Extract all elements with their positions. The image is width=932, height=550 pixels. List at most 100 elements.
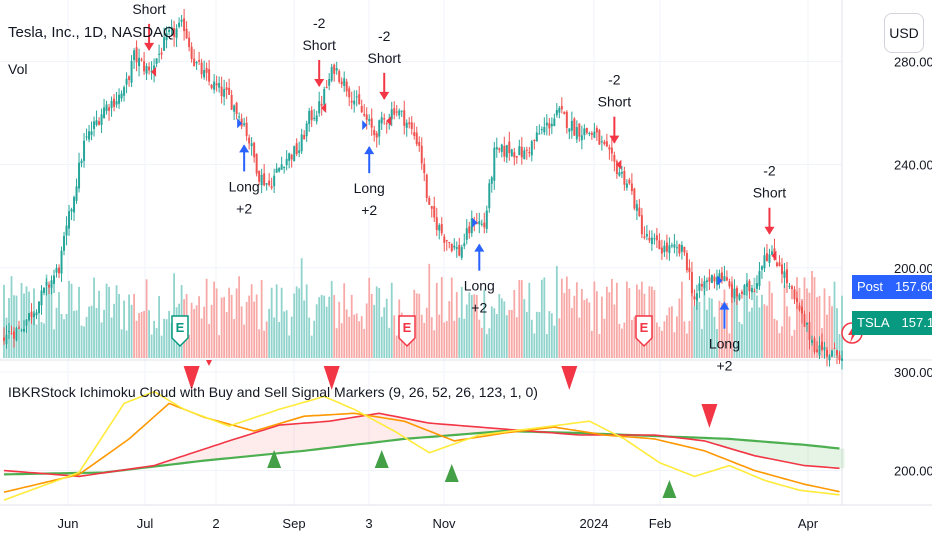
cloud-fill <box>834 447 840 469</box>
candle-body <box>540 129 543 131</box>
short-label: Short <box>598 94 632 110</box>
volume-bar <box>250 284 253 358</box>
volume-bar <box>313 320 316 358</box>
long-entry-marker <box>362 120 368 131</box>
last-value: 157.11 <box>894 311 932 335</box>
candle-body <box>168 29 171 32</box>
candle-body <box>533 140 536 142</box>
candle-body <box>770 251 773 255</box>
cloud-fill <box>199 449 205 462</box>
candle-body <box>530 141 533 156</box>
candle-body <box>253 142 256 158</box>
candle-body <box>123 87 126 96</box>
volume-bar <box>355 313 358 358</box>
candle-body <box>268 180 271 186</box>
volume-bar <box>670 306 673 358</box>
candle-body <box>413 132 416 137</box>
volume-bar <box>543 277 546 358</box>
volume-bar <box>658 326 661 358</box>
candle-body <box>350 100 353 103</box>
volume-bar <box>10 276 13 358</box>
volume-bar <box>746 280 748 358</box>
volume-bar <box>550 313 553 358</box>
candle-body <box>383 118 386 120</box>
candle-body <box>378 120 381 137</box>
candle-body <box>593 131 596 138</box>
volume-bar <box>390 282 393 358</box>
candle-body <box>645 233 648 237</box>
candle-body <box>70 209 73 212</box>
candle-body <box>535 132 538 142</box>
candle-body <box>440 224 443 234</box>
volume-bar <box>811 271 813 358</box>
candle-body <box>3 337 5 341</box>
candle-body <box>808 322 811 340</box>
volume-bar <box>303 300 306 358</box>
cloud-fill <box>254 431 260 456</box>
currency-button[interactable]: USD <box>884 13 924 53</box>
volume-bar <box>288 335 291 358</box>
sell-signal-marker <box>323 366 340 390</box>
volume-bar <box>681 281 683 358</box>
volume-bar <box>748 311 751 358</box>
candle-body <box>300 134 303 152</box>
cloud-fill <box>794 444 800 465</box>
candle-body <box>243 123 246 126</box>
candle-body <box>108 107 111 111</box>
volume-bar <box>575 282 578 358</box>
candle-body <box>628 179 631 184</box>
candle-body <box>398 110 401 116</box>
x-tick-label: Nov <box>432 516 456 531</box>
volume-bar <box>168 310 170 358</box>
volume-bar <box>330 280 333 358</box>
candle-body <box>583 128 586 136</box>
cloud-fill <box>204 447 210 461</box>
volume-bar <box>753 277 756 358</box>
candle-body <box>73 197 76 213</box>
volume-bar <box>3 284 5 358</box>
cloud-fill <box>769 442 775 460</box>
candle-body <box>575 127 578 140</box>
volume-bar <box>388 327 391 358</box>
candle-body <box>828 355 831 361</box>
cloud-fill <box>269 426 275 455</box>
candle-body <box>805 322 808 325</box>
volume-bar <box>103 309 105 358</box>
volume-bar <box>145 279 148 358</box>
candle-body <box>293 146 296 162</box>
volume-bar <box>595 291 598 358</box>
volume-bar <box>693 306 696 358</box>
volume-bar <box>508 309 511 358</box>
cloud-fill <box>314 421 320 450</box>
volume-bar <box>758 307 761 358</box>
candle-body <box>348 88 351 98</box>
candle-body <box>48 285 51 288</box>
x-tick-label: Jun <box>58 516 79 531</box>
candle-body <box>193 58 196 67</box>
volume-bar <box>583 300 586 358</box>
candle-body <box>310 110 313 121</box>
short-label: Short <box>753 185 787 201</box>
volume-bar <box>155 328 158 358</box>
buy-signal-marker <box>662 480 677 498</box>
cloud-fill <box>229 439 235 459</box>
candle-body <box>458 244 461 256</box>
volume-bar <box>538 312 541 358</box>
volume-bar <box>170 322 173 358</box>
candle-body <box>290 154 293 160</box>
candle-body <box>8 331 11 333</box>
candle-body <box>820 341 823 350</box>
candle-body <box>200 62 203 75</box>
cloud-fill <box>294 423 300 452</box>
candle-body <box>713 276 716 282</box>
candle-body <box>305 123 308 137</box>
x-tick-label: Apr <box>798 516 819 531</box>
candle-body <box>5 334 8 345</box>
candle-body <box>470 218 473 234</box>
candle-body <box>163 37 166 51</box>
cloud-fill <box>214 444 220 460</box>
candle-body <box>355 96 358 98</box>
volume-bar <box>220 297 223 358</box>
indicator-title: IBKRStock Ichimoku Cloud with Buy and Se… <box>8 384 538 400</box>
